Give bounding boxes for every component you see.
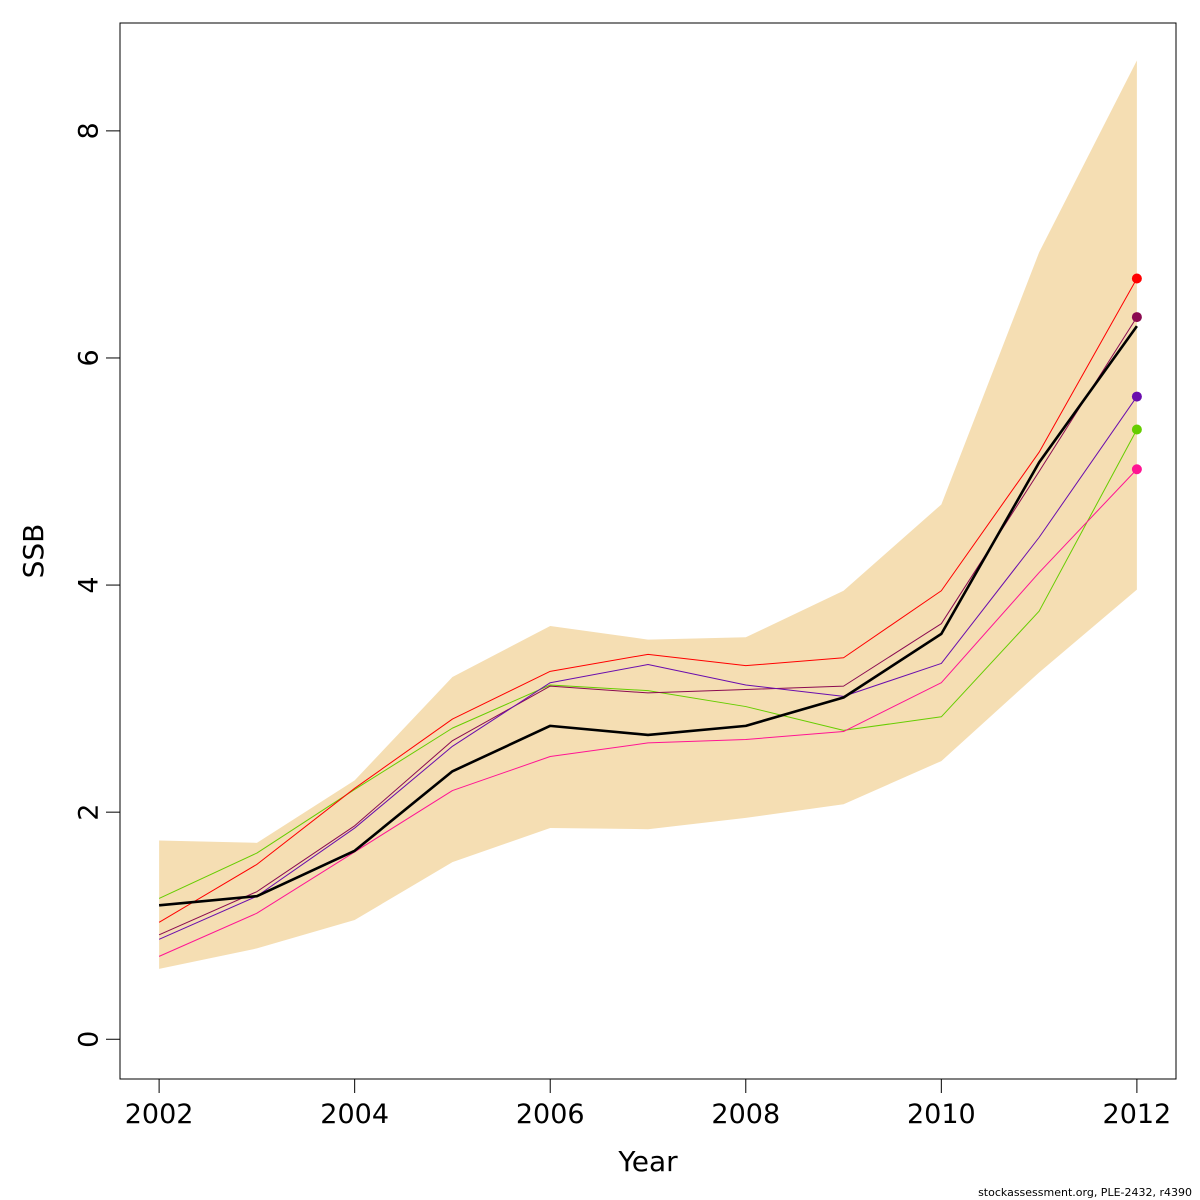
- series-line-2: [158, 468, 1138, 957]
- x-tick-label: 2006: [516, 1099, 585, 1130]
- y-tick-label: 0: [74, 1031, 105, 1048]
- series-endpoint-5: [1131, 273, 1142, 284]
- series-line-1: [158, 429, 1138, 899]
- y-tick-label: 4: [74, 576, 105, 593]
- y-tick-label: 8: [74, 122, 105, 139]
- series-line-6: [158, 325, 1138, 907]
- series-line-5: [158, 278, 1138, 923]
- x-tick-label: 2010: [907, 1099, 976, 1130]
- x-tick-label: 2004: [320, 1099, 389, 1130]
- x-axis-title: Year: [617, 1145, 678, 1178]
- series-endpoint-3: [1131, 312, 1142, 323]
- series-endpoint-2: [1131, 464, 1142, 475]
- endpoint-markers-layer: [1131, 273, 1142, 475]
- confidence-band-layer: [159, 60, 1137, 969]
- y-tick-label: 6: [74, 349, 105, 366]
- series-line-3: [158, 316, 1138, 936]
- credit-text: stockassessment.org, PLE-2432, r4390: [978, 1186, 1192, 1199]
- confidence-band: [159, 60, 1137, 969]
- y-axis-title: SSB: [17, 524, 50, 579]
- series-layer: [158, 278, 1138, 957]
- x-tick-label: 2012: [1103, 1099, 1172, 1130]
- x-tick-label: 2002: [125, 1099, 194, 1130]
- series-endpoint-4: [1131, 391, 1142, 402]
- series-line-4: [158, 396, 1138, 940]
- series-endpoint-1: [1131, 424, 1142, 435]
- x-tick-label: 2008: [711, 1099, 780, 1130]
- x-axis: 2002 2004 2006 2008 2010 2012: [125, 1078, 1172, 1130]
- y-axis: 0 2 4 6 8: [74, 122, 121, 1048]
- y-tick-label: 2: [74, 804, 105, 821]
